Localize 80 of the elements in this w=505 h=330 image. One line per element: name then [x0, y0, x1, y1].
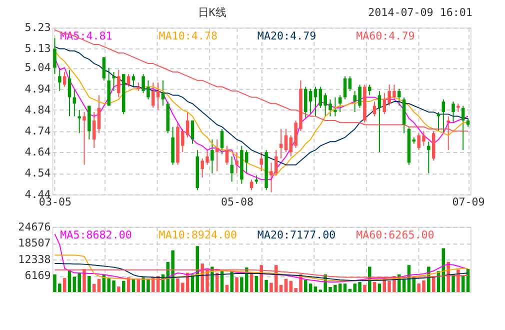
- candlestick: [78, 109, 81, 134]
- candlestick: [190, 120, 194, 144]
- candlestick: [62, 71, 66, 88]
- candlestick: [279, 128, 283, 159]
- bar: [284, 278, 288, 292]
- candlestick: [398, 88, 401, 106]
- candlestick: [260, 152, 263, 172]
- candlestick: [161, 80, 165, 106]
- candlestick: [436, 112, 440, 132]
- y-tick-label: 4.64: [24, 146, 51, 159]
- bar: [254, 276, 258, 292]
- text: MA10:4.78: [158, 30, 218, 43]
- candlestick: [427, 141, 430, 174]
- y-tick-label: 12338: [18, 252, 51, 266]
- candlestick: [372, 101, 376, 117]
- candlestick: [442, 98, 446, 134]
- series-label: MA5:8682.00: [60, 228, 132, 242]
- line-series: [54, 254, 469, 282]
- bar: [225, 284, 229, 292]
- bar: [88, 276, 91, 292]
- candlestick: [102, 56, 106, 81]
- y-tick-label: 4.74: [24, 124, 51, 138]
- bar: [343, 284, 347, 292]
- y-tick-label: 5.13: [24, 42, 51, 56]
- candlestick: [461, 105, 465, 151]
- candlestick: [58, 67, 62, 92]
- candlestick: [230, 156, 234, 182]
- y-tick-label: 24676: [18, 220, 51, 234]
- x-tick-label: 07-09: [452, 196, 485, 209]
- candlestick: [210, 139, 214, 174]
- candlestick: [343, 76, 347, 100]
- text: MA10:8924.00: [158, 228, 238, 242]
- candlestick: [235, 152, 238, 174]
- bar: [461, 276, 465, 292]
- chart-subtitle: 2014-07-09 16:01: [368, 6, 472, 19]
- chart-title: 日K线: [198, 6, 226, 19]
- text: MA20:4.79: [257, 30, 316, 43]
- bar: [452, 274, 455, 292]
- bar: [235, 277, 238, 292]
- candlestick: [314, 86, 318, 117]
- candlestick: [220, 128, 224, 155]
- y-tick-label: 6169: [24, 269, 51, 282]
- bar: [92, 284, 96, 292]
- candlestick: [348, 76, 352, 92]
- y-tick-label: 4.54: [24, 166, 51, 180]
- candlestick: [112, 71, 116, 92]
- bar: [62, 278, 66, 292]
- y-tick-label: 18507: [18, 236, 51, 250]
- candlestick: [132, 74, 136, 88]
- candlestick: [284, 128, 288, 153]
- candlestick: [82, 112, 86, 166]
- text: MA20:7177.00: [257, 228, 336, 242]
- bar: [372, 282, 376, 292]
- candlestick: [117, 69, 120, 98]
- y-tick-label: 5.04: [24, 61, 51, 74]
- text: MA60:6265.00: [356, 228, 434, 242]
- y-tick-label: 4.84: [24, 103, 51, 116]
- candlestick: [92, 112, 96, 148]
- candlestick: [53, 38, 56, 75]
- bar: [363, 284, 366, 292]
- candlestick: [334, 96, 337, 117]
- x-tick-label: 05-08: [220, 196, 254, 209]
- candlestick: [250, 179, 254, 191]
- candlestick: [68, 69, 72, 117]
- bar: [117, 286, 120, 292]
- bar: [230, 271, 234, 292]
- bar: [378, 284, 382, 292]
- line-series: [54, 263, 469, 282]
- candlestick: [378, 90, 382, 153]
- bar: [314, 286, 318, 292]
- bar: [122, 280, 126, 292]
- y-tick-label: 4.94: [24, 82, 51, 96]
- bar: [97, 278, 101, 292]
- candlestick: [97, 94, 101, 134]
- y-tick-label: 5.23: [24, 21, 51, 34]
- candlestick: [126, 74, 130, 88]
- candlestick: [225, 145, 229, 166]
- text: MA60:4.79: [356, 30, 415, 43]
- candlestick: [452, 101, 455, 124]
- bar: [264, 280, 268, 292]
